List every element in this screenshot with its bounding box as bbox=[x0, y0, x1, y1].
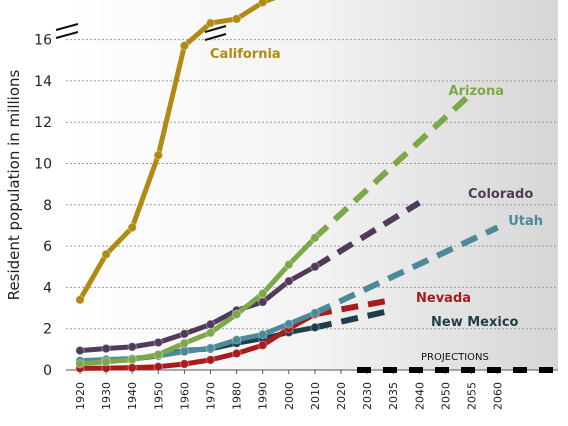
x-tick-label: 1930 bbox=[100, 382, 113, 410]
x-tick-label: 2035 bbox=[387, 382, 400, 410]
utah-projection-line bbox=[313, 224, 499, 316]
colorado-point bbox=[284, 276, 294, 286]
colorado-line bbox=[77, 264, 318, 354]
y-tick-labels: 0 2 4 6 8 10 12 14 16 bbox=[34, 33, 52, 379]
california-point bbox=[179, 41, 190, 51]
y-tick-label: 14 bbox=[34, 74, 52, 90]
colorado-point bbox=[101, 343, 111, 354]
y-tick-label: 0 bbox=[43, 363, 52, 379]
y-tick-label: 16 bbox=[34, 33, 52, 49]
x-tick-label: 1960 bbox=[178, 382, 191, 410]
arizona-point bbox=[205, 328, 216, 338]
arizona-point bbox=[284, 259, 294, 270]
arizona-point bbox=[127, 354, 137, 365]
california-point bbox=[205, 18, 216, 28]
y-axis-label: Resident population in millions bbox=[5, 69, 23, 300]
colorado-point bbox=[75, 345, 85, 356]
y-tick-label: 8 bbox=[43, 198, 52, 214]
nevada-point bbox=[205, 355, 216, 365]
axis-break-marks bbox=[55, 23, 227, 41]
colorado-point bbox=[153, 337, 164, 348]
y-tick-label: 2 bbox=[43, 322, 52, 338]
arizona-point bbox=[310, 233, 320, 243]
series-group bbox=[75, 0, 499, 374]
nevada-label: Nevada bbox=[416, 291, 471, 306]
colorado-point bbox=[310, 262, 320, 272]
arizona-label: Arizona bbox=[449, 84, 504, 99]
new-mexico-point bbox=[310, 322, 320, 333]
california-point bbox=[101, 249, 111, 260]
colorado-projection-line bbox=[313, 200, 421, 270]
colorado-point bbox=[205, 319, 216, 330]
series-labels: California Arizona Colorado Utah Nevada New M… bbox=[210, 47, 543, 330]
california-point bbox=[153, 150, 164, 160]
new-mexico-label: New Mexico bbox=[431, 315, 519, 330]
x-tick-label: 1990 bbox=[257, 382, 270, 410]
arizona-point bbox=[179, 338, 190, 348]
arizona-line bbox=[77, 235, 318, 367]
arizona-point bbox=[231, 309, 242, 319]
x-tick-label: 2060 bbox=[492, 382, 505, 410]
nevada-point bbox=[179, 359, 190, 369]
x-tick-label: 2040 bbox=[413, 382, 426, 410]
projections-label: PROJECTIONS bbox=[421, 352, 489, 363]
colorado-point bbox=[127, 342, 137, 352]
arizona-point bbox=[101, 357, 111, 367]
x-tick-label: 1970 bbox=[205, 382, 218, 410]
x-tick-label: 2055 bbox=[466, 382, 479, 410]
arizona-point bbox=[75, 359, 85, 369]
x-tick-label: 2050 bbox=[439, 382, 452, 410]
axis-break-mark bbox=[204, 25, 227, 33]
utah-point bbox=[231, 335, 242, 345]
colorado-point bbox=[179, 329, 190, 339]
arizona-projection-line bbox=[312, 91, 474, 241]
arizona-point bbox=[258, 288, 268, 299]
x-tick-label: 2020 bbox=[335, 382, 348, 410]
grid-lines bbox=[66, 39, 558, 371]
utah-point bbox=[258, 329, 268, 340]
y-tick-label: 4 bbox=[43, 280, 52, 296]
x-tick-label: 2030 bbox=[361, 382, 374, 410]
y-tick-label: 10 bbox=[34, 157, 52, 173]
axis-break-mark bbox=[55, 23, 79, 31]
utah-point bbox=[179, 346, 190, 357]
nevada-point bbox=[231, 348, 242, 359]
california-point bbox=[127, 222, 137, 233]
nevada-projection-line bbox=[314, 296, 394, 318]
nevada-line bbox=[77, 311, 318, 371]
new-mexico-projection-line bbox=[314, 307, 394, 331]
nevada-point bbox=[153, 361, 164, 372]
nevada-point bbox=[258, 340, 268, 350]
nevada-point bbox=[127, 363, 137, 373]
axis-break-mark bbox=[204, 33, 227, 41]
y-tick-label: 6 bbox=[43, 239, 52, 255]
x-tick-label: 1940 bbox=[126, 382, 139, 410]
x-tick-label: 1980 bbox=[231, 382, 244, 410]
utah-point bbox=[310, 308, 320, 318]
utah-label: Utah bbox=[508, 214, 543, 229]
utah-point bbox=[205, 343, 216, 353]
y-tick-label: 12 bbox=[34, 115, 52, 131]
california-point bbox=[258, 0, 268, 8]
x-tick-labels: 1920 1930 1940 1950 1960 1970 1980 1990 2000 2010… bbox=[74, 370, 505, 410]
x-tick-label: 1950 bbox=[152, 382, 165, 410]
colorado-point bbox=[258, 297, 268, 307]
utah-point bbox=[284, 319, 294, 329]
axis-break-mark bbox=[55, 31, 79, 39]
x-tick-label: 1920 bbox=[74, 382, 87, 410]
x-tick-label: 2010 bbox=[309, 382, 322, 410]
arizona-point bbox=[153, 349, 164, 360]
california-point bbox=[75, 295, 85, 305]
x-tick-label: 2000 bbox=[283, 382, 296, 410]
california-point bbox=[231, 14, 242, 24]
colorado-label: Colorado bbox=[468, 187, 533, 202]
california-label: California bbox=[210, 47, 281, 62]
